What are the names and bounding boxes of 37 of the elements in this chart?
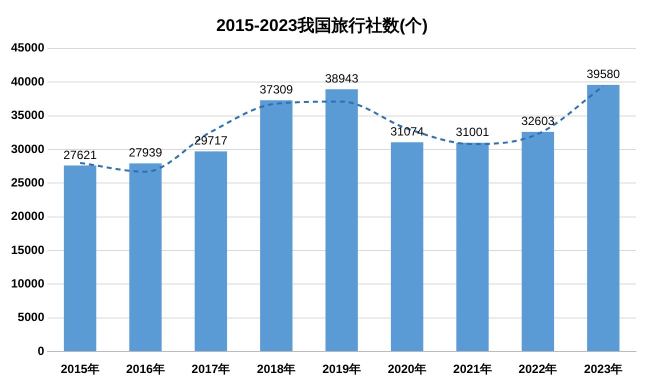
x-tick-label: 2015年 [60, 362, 100, 376]
y-tick-label: 25000 [10, 175, 45, 190]
data-label: 27621 [63, 148, 98, 162]
y-tick-label: 35000 [10, 108, 45, 122]
data-label: 31001 [456, 125, 490, 140]
x-tick-label: 2018年 [256, 362, 296, 376]
bar [194, 151, 228, 352]
x-tick-label: 2016年 [126, 362, 165, 376]
x-tick-label: 2021年 [453, 362, 492, 376]
y-tick-label: 40000 [10, 74, 45, 88]
y-tick-label: 30000 [10, 142, 45, 156]
chart-title: 2015-2023我国旅行社数(个) [216, 16, 428, 35]
y-tick-label: 0 [38, 344, 45, 358]
bar [64, 165, 96, 352]
data-label: 37309 [260, 82, 294, 97]
bar [587, 84, 620, 352]
x-tick-label: 2020年 [388, 362, 426, 376]
y-tick-label: 20000 [10, 209, 45, 224]
y-tick-label: 10000 [10, 276, 45, 291]
bar [456, 142, 489, 352]
bar [325, 89, 358, 352]
data-label: 29717 [194, 134, 228, 148]
data-label: 38943 [324, 72, 359, 86]
data-label: 27939 [128, 146, 162, 160]
data-label: 39580 [586, 67, 620, 82]
x-tick-label: 2023年 [584, 362, 623, 376]
data-label: 32603 [521, 114, 555, 128]
x-tick-label: 2017年 [192, 362, 230, 376]
bar [129, 163, 162, 352]
x-tick-label: 2019年 [322, 362, 362, 376]
bar [390, 142, 424, 352]
y-tick-label: 15000 [10, 242, 45, 257]
bar [522, 132, 554, 352]
y-tick-label: 5000 [18, 310, 45, 324]
y-tick-label: 45000 [10, 40, 45, 55]
bar [260, 100, 292, 352]
x-tick-label: 2022年 [518, 362, 558, 376]
